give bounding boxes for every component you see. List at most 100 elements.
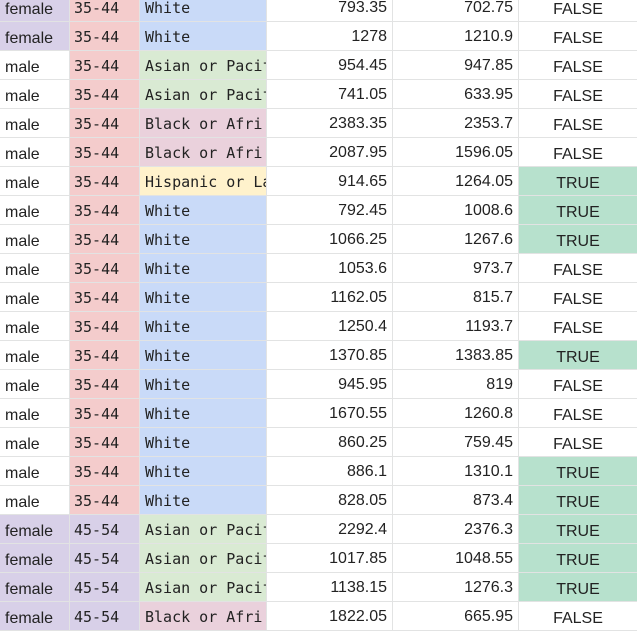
age-group-cell[interactable]: 35-44	[70, 428, 140, 457]
gender-cell[interactable]: female	[0, 0, 70, 22]
age-group-cell[interactable]: 35-44	[70, 196, 140, 225]
value-cell-2[interactable]: 947.85	[393, 51, 519, 80]
value-cell-2[interactable]: 633.95	[393, 80, 519, 109]
age-group-cell[interactable]: 35-44	[70, 138, 140, 167]
race-cell[interactable]: White	[140, 283, 267, 312]
value-cell-2[interactable]: 2353.7	[393, 109, 519, 138]
gender-cell[interactable]: female	[0, 602, 70, 631]
value-cell-1[interactable]: 860.25	[267, 428, 393, 457]
age-group-cell[interactable]: 45-54	[70, 602, 140, 631]
race-cell[interactable]: White	[140, 312, 267, 341]
age-group-cell[interactable]: 35-44	[70, 283, 140, 312]
value-cell-1[interactable]: 1250.4	[267, 312, 393, 341]
boolean-cell[interactable]: TRUE	[519, 457, 637, 486]
race-cell[interactable]: Hispanic or La	[140, 167, 267, 196]
value-cell-1[interactable]: 828.05	[267, 486, 393, 515]
value-cell-1[interactable]: 1138.15	[267, 573, 393, 602]
boolean-cell[interactable]: FALSE	[519, 283, 637, 312]
race-cell[interactable]: White	[140, 370, 267, 399]
value-cell-2[interactable]: 1048.55	[393, 544, 519, 573]
age-group-cell[interactable]: 35-44	[70, 254, 140, 283]
value-cell-1[interactable]: 792.45	[267, 196, 393, 225]
age-group-cell[interactable]: 45-54	[70, 573, 140, 602]
race-cell[interactable]: White	[140, 457, 267, 486]
value-cell-1[interactable]: 793.35	[267, 0, 393, 22]
boolean-cell[interactable]: FALSE	[519, 399, 637, 428]
gender-cell[interactable]: male	[0, 399, 70, 428]
value-cell-1[interactable]: 1370.85	[267, 341, 393, 370]
gender-cell[interactable]: female	[0, 573, 70, 602]
gender-cell[interactable]: male	[0, 225, 70, 254]
boolean-cell[interactable]: FALSE	[519, 602, 637, 631]
boolean-cell[interactable]: FALSE	[519, 312, 637, 341]
gender-cell[interactable]: male	[0, 196, 70, 225]
gender-cell[interactable]: male	[0, 51, 70, 80]
value-cell-2[interactable]: 1267.6	[393, 225, 519, 254]
boolean-cell[interactable]: FALSE	[519, 51, 637, 80]
value-cell-2[interactable]: 815.7	[393, 283, 519, 312]
gender-cell[interactable]: male	[0, 109, 70, 138]
value-cell-1[interactable]: 914.65	[267, 167, 393, 196]
value-cell-2[interactable]: 665.95	[393, 602, 519, 631]
value-cell-1[interactable]: 945.95	[267, 370, 393, 399]
boolean-cell[interactable]: TRUE	[519, 486, 637, 515]
race-cell[interactable]: White	[140, 486, 267, 515]
race-cell[interactable]: Asian or Pacif	[140, 80, 267, 109]
value-cell-1[interactable]: 741.05	[267, 80, 393, 109]
age-group-cell[interactable]: 35-44	[70, 22, 140, 51]
race-cell[interactable]: White	[140, 225, 267, 254]
value-cell-2[interactable]: 1596.05	[393, 138, 519, 167]
boolean-cell[interactable]: TRUE	[519, 225, 637, 254]
value-cell-2[interactable]: 1210.9	[393, 22, 519, 51]
value-cell-2[interactable]: 973.7	[393, 254, 519, 283]
race-cell[interactable]: White	[140, 428, 267, 457]
boolean-cell[interactable]: FALSE	[519, 254, 637, 283]
gender-cell[interactable]: male	[0, 370, 70, 399]
value-cell-2[interactable]: 1383.85	[393, 341, 519, 370]
race-cell[interactable]: Asian or Pacif	[140, 544, 267, 573]
race-cell[interactable]: White	[140, 399, 267, 428]
age-group-cell[interactable]: 35-44	[70, 51, 140, 80]
value-cell-2[interactable]: 819	[393, 370, 519, 399]
value-cell-2[interactable]: 1276.3	[393, 573, 519, 602]
value-cell-1[interactable]: 1278	[267, 22, 393, 51]
gender-cell[interactable]: female	[0, 544, 70, 573]
value-cell-2[interactable]: 702.75	[393, 0, 519, 22]
boolean-cell[interactable]: TRUE	[519, 196, 637, 225]
gender-cell[interactable]: male	[0, 312, 70, 341]
gender-cell[interactable]: male	[0, 341, 70, 370]
race-cell[interactable]: Black or Afri	[140, 602, 267, 631]
boolean-cell[interactable]: FALSE	[519, 22, 637, 51]
value-cell-2[interactable]: 1008.6	[393, 196, 519, 225]
gender-cell[interactable]: male	[0, 254, 70, 283]
value-cell-1[interactable]: 1822.05	[267, 602, 393, 631]
value-cell-2[interactable]: 1310.1	[393, 457, 519, 486]
age-group-cell[interactable]: 35-44	[70, 80, 140, 109]
age-group-cell[interactable]: 35-44	[70, 109, 140, 138]
gender-cell[interactable]: male	[0, 457, 70, 486]
boolean-cell[interactable]: TRUE	[519, 544, 637, 573]
value-cell-2[interactable]: 1260.8	[393, 399, 519, 428]
value-cell-1[interactable]: 1053.6	[267, 254, 393, 283]
boolean-cell[interactable]: FALSE	[519, 370, 637, 399]
gender-cell[interactable]: male	[0, 167, 70, 196]
age-group-cell[interactable]: 35-44	[70, 486, 140, 515]
gender-cell[interactable]: female	[0, 515, 70, 544]
age-group-cell[interactable]: 35-44	[70, 457, 140, 486]
gender-cell[interactable]: male	[0, 283, 70, 312]
age-group-cell[interactable]: 35-44	[70, 370, 140, 399]
race-cell[interactable]: Asian or Pacif	[140, 515, 267, 544]
age-group-cell[interactable]: 35-44	[70, 312, 140, 341]
age-group-cell[interactable]: 35-44	[70, 0, 140, 22]
boolean-cell[interactable]: TRUE	[519, 573, 637, 602]
value-cell-1[interactable]: 2087.95	[267, 138, 393, 167]
gender-cell[interactable]: male	[0, 486, 70, 515]
value-cell-1[interactable]: 1017.85	[267, 544, 393, 573]
value-cell-1[interactable]: 2383.35	[267, 109, 393, 138]
race-cell[interactable]: White	[140, 0, 267, 22]
age-group-cell[interactable]: 45-54	[70, 544, 140, 573]
value-cell-2[interactable]: 1264.05	[393, 167, 519, 196]
boolean-cell[interactable]: FALSE	[519, 109, 637, 138]
gender-cell[interactable]: male	[0, 80, 70, 109]
value-cell-2[interactable]: 759.45	[393, 428, 519, 457]
